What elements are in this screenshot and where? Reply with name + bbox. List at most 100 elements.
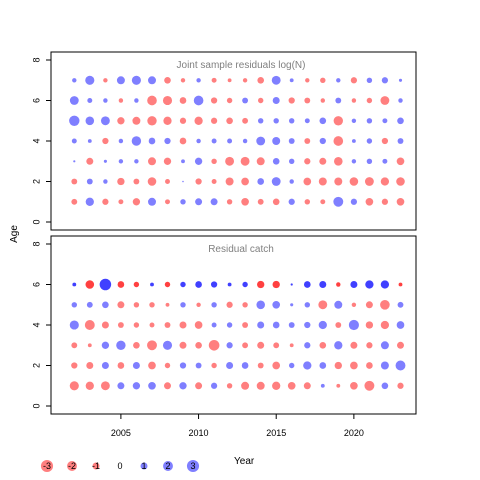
- residual-bubble: [118, 159, 124, 164]
- residual-bubble: [71, 342, 78, 349]
- residual-bubble: [319, 362, 327, 369]
- residual-bubble: [133, 341, 140, 349]
- residual-bubble: [382, 158, 388, 164]
- residual-bubble: [256, 300, 265, 310]
- residual-bubble: [195, 341, 202, 349]
- panel-title-residual-catch: Residual catch: [208, 244, 274, 255]
- residual-bubble: [304, 342, 311, 349]
- residual-bubble: [351, 98, 357, 103]
- residual-bubble: [242, 342, 249, 349]
- residual-bubble: [196, 138, 201, 144]
- residual-bubble: [149, 302, 155, 308]
- residual-bubble: [211, 77, 217, 83]
- residual-bubble: [242, 117, 249, 124]
- residual-bubble: [241, 381, 250, 390]
- residual-bubble: [272, 381, 281, 390]
- legend: Year -3 -2 -1 0 1 2 3: [40, 456, 255, 473]
- residual-bubble: [210, 117, 218, 124]
- residual-bubble: [117, 362, 125, 369]
- residual-bubble: [290, 303, 294, 307]
- residual-bubble: [211, 158, 217, 165]
- residual-bubble: [131, 136, 142, 146]
- residual-bubble: [210, 97, 218, 104]
- residual-bubble: [117, 382, 125, 390]
- residual-bubble: [381, 137, 389, 145]
- residual-bubble: [257, 178, 265, 185]
- panel-residual-catch: Residual catch 0 2 4 6 8 2005 2010 2015 2020: [31, 235, 417, 438]
- legend-bubble: [92, 462, 100, 470]
- residual-bubble: [381, 382, 389, 390]
- legend-title: Year: [234, 456, 255, 467]
- y-tick-label: 4: [31, 322, 41, 327]
- residual-bubble: [257, 76, 265, 84]
- residual-bubble: [117, 281, 125, 288]
- residual-bubble: [194, 157, 203, 165]
- x-tick-label: 2005: [111, 428, 131, 438]
- residual-bubble: [257, 97, 264, 104]
- residual-bubble: [179, 97, 187, 104]
- residual-bubble: [381, 77, 389, 84]
- residual-bubble: [319, 281, 327, 288]
- legend-label: -3: [43, 461, 51, 471]
- y-tick-label: 4: [31, 138, 41, 143]
- residual-bubble: [366, 138, 373, 144]
- residual-bubble: [304, 302, 311, 308]
- residual-bubble: [133, 178, 140, 185]
- residual-bubble: [289, 78, 294, 83]
- residual-bubble: [241, 177, 249, 186]
- residual-bubble: [320, 199, 326, 205]
- residual-bubble: [134, 159, 139, 164]
- residual-bubble: [365, 321, 374, 329]
- residual-bubble: [118, 98, 124, 103]
- residual-bubble: [211, 179, 217, 184]
- residual-bubble: [194, 116, 203, 125]
- residual-bubble: [147, 340, 157, 351]
- residual-bubble: [163, 116, 172, 125]
- residual-bubble: [211, 302, 217, 308]
- residual-bubble: [304, 138, 311, 144]
- residual-bubble: [132, 362, 140, 369]
- residual-bubble: [256, 136, 266, 146]
- residual-bubble: [257, 118, 264, 124]
- residual-bubble: [334, 300, 343, 309]
- residual-bubble: [242, 302, 248, 308]
- residual-bubble: [226, 199, 233, 205]
- residual-bubble: [164, 76, 171, 84]
- residual-bubble: [381, 198, 389, 205]
- residual-bubble: [336, 282, 341, 287]
- residual-bubble: [227, 282, 232, 287]
- residual-bubble: [351, 302, 357, 308]
- residual-bubble: [242, 281, 248, 288]
- residual-bubble: [101, 341, 110, 349]
- residual-bubble: [147, 95, 157, 106]
- residual-bubble: [350, 341, 358, 349]
- y-tick-label: 2: [31, 363, 41, 368]
- residual-bubble: [117, 177, 125, 186]
- legend-bubble: [163, 461, 173, 471]
- residual-bubble: [272, 300, 281, 309]
- residual-bubble: [333, 116, 343, 126]
- residual-bubble: [257, 280, 265, 289]
- residual-bubble: [211, 322, 217, 328]
- residual-bubble: [102, 198, 109, 205]
- residual-bubble: [319, 157, 327, 165]
- residual-bubble: [180, 199, 186, 205]
- residual-bubble: [86, 157, 94, 165]
- residual-bubble: [380, 280, 390, 289]
- residual-bubble: [336, 383, 341, 388]
- residual-bubble: [334, 157, 343, 166]
- residual-bubble: [117, 117, 125, 125]
- residual-bubble: [288, 322, 295, 328]
- residual-bubble: [227, 138, 233, 144]
- residual-bubble: [272, 198, 280, 206]
- residual-bubble: [242, 97, 249, 104]
- residual-bubble: [396, 197, 405, 206]
- residual-bubble: [164, 362, 171, 369]
- residual-bubble: [71, 302, 78, 308]
- residual-bubble: [179, 382, 187, 390]
- residual-bubble: [101, 362, 109, 369]
- residual-bubble: [303, 382, 311, 390]
- residual-bubble: [304, 158, 311, 165]
- residual-bubble: [116, 340, 126, 350]
- residual-bubble: [100, 116, 110, 126]
